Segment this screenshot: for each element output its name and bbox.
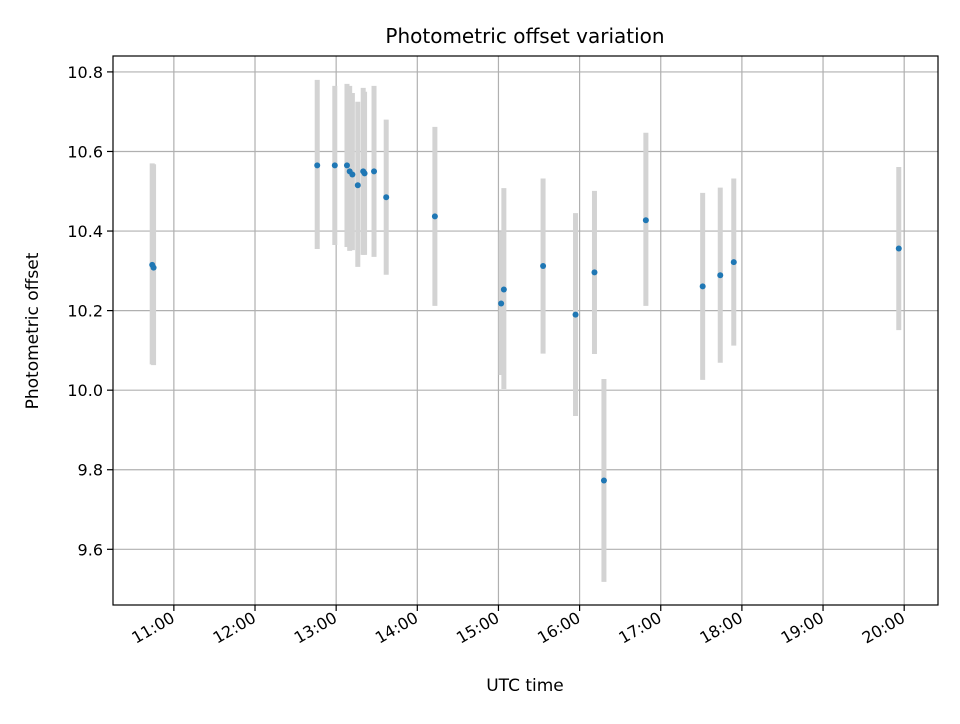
data-point: [343, 162, 350, 169]
data-point: [642, 217, 649, 224]
data-point: [354, 182, 361, 189]
data-points: [149, 162, 902, 484]
data-point: [500, 286, 507, 293]
data-point: [371, 168, 378, 175]
x-tick-label: 14:00: [372, 608, 421, 648]
data-point: [349, 171, 356, 178]
plot-frame: [112, 55, 939, 606]
data-point: [591, 269, 598, 276]
y-tick-label: 10.2: [67, 302, 103, 321]
data-point: [895, 245, 902, 252]
data-point: [361, 170, 368, 177]
axis-ticks: 11:00 12:00 13:00 14:00 15:00 16:00 17:00 18:00…: [67, 63, 908, 648]
data-point: [699, 283, 706, 290]
x-tick-label: 12:00: [210, 608, 259, 648]
x-tick-label: 13:00: [291, 608, 340, 648]
grid-lines: [113, 56, 938, 605]
y-tick-label: 9.6: [78, 540, 103, 559]
x-tick-label: 11:00: [128, 608, 177, 648]
data-point: [600, 477, 607, 484]
x-tick-label: 18:00: [696, 608, 745, 648]
y-tick-label: 10.6: [67, 142, 103, 161]
data-point: [730, 259, 737, 266]
data-point: [540, 263, 547, 270]
x-tick-label: 17:00: [615, 608, 664, 648]
x-tick-label: 16:00: [534, 608, 583, 648]
data-point: [572, 311, 579, 318]
x-axis-label: UTC time: [486, 676, 564, 696]
y-tick-label: 10.4: [67, 222, 103, 241]
data-point: [431, 213, 438, 220]
data-point: [498, 300, 505, 307]
y-tick-label: 9.8: [78, 461, 103, 480]
y-axis-label: Photometric offset: [23, 252, 43, 409]
data-point: [331, 162, 338, 169]
x-tick-label: 15:00: [453, 608, 502, 648]
y-tick-label: 10.8: [67, 63, 103, 82]
y-tick-label: 10.0: [67, 381, 103, 400]
data-point: [383, 194, 390, 201]
chart-title: Photometric offset variation: [385, 24, 664, 48]
data-point: [150, 264, 157, 271]
error-bars: [149, 79, 902, 582]
x-tick-label: 20:00: [859, 608, 908, 648]
data-point: [717, 272, 724, 279]
x-tick-label: 19:00: [778, 608, 827, 648]
data-point: [314, 162, 321, 169]
